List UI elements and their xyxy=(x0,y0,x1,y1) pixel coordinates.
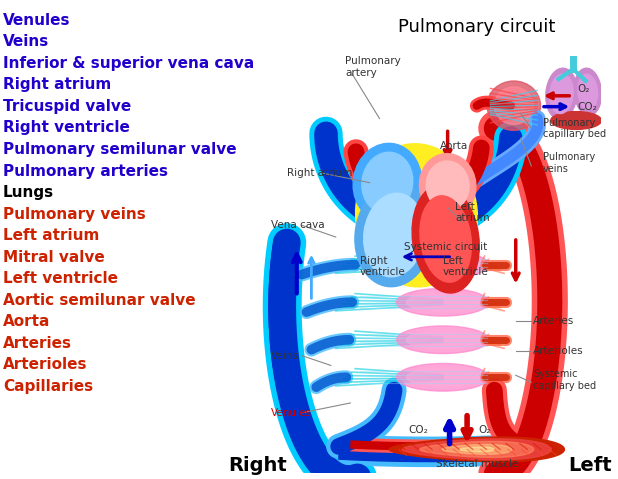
Ellipse shape xyxy=(406,293,479,311)
Text: Veins: Veins xyxy=(271,351,298,361)
Text: Right: Right xyxy=(229,456,287,475)
Text: Right
ventricle: Right ventricle xyxy=(360,256,406,277)
Ellipse shape xyxy=(362,152,413,213)
Text: Aorta: Aorta xyxy=(3,314,50,329)
Ellipse shape xyxy=(397,326,489,354)
Text: Venules: Venules xyxy=(271,408,311,418)
Ellipse shape xyxy=(406,256,479,274)
Text: Pulmonary arteries: Pulmonary arteries xyxy=(3,163,168,179)
Ellipse shape xyxy=(487,81,541,130)
Ellipse shape xyxy=(412,185,480,293)
Text: Left
atrium: Left atrium xyxy=(455,202,490,223)
Text: Pulmonary
capillary bed: Pulmonary capillary bed xyxy=(543,118,606,139)
Text: CO₂: CO₂ xyxy=(577,102,597,112)
Text: Pulmonary
veins: Pulmonary veins xyxy=(543,152,595,174)
Ellipse shape xyxy=(355,183,433,287)
Polygon shape xyxy=(459,447,494,452)
Text: Aorta: Aorta xyxy=(440,141,468,151)
Ellipse shape xyxy=(551,112,601,129)
Text: Aortic semilunar valve: Aortic semilunar valve xyxy=(3,293,195,308)
Text: Right atrium: Right atrium xyxy=(287,168,352,178)
Text: Veins: Veins xyxy=(3,34,49,49)
Text: CO₂: CO₂ xyxy=(408,424,428,434)
Text: Systemic
capillary bed: Systemic capillary bed xyxy=(533,369,596,391)
Polygon shape xyxy=(420,441,534,457)
Polygon shape xyxy=(402,439,551,460)
Ellipse shape xyxy=(578,74,598,110)
Ellipse shape xyxy=(397,364,489,391)
Ellipse shape xyxy=(546,68,577,119)
Text: O₂: O₂ xyxy=(577,84,590,94)
Polygon shape xyxy=(442,445,512,454)
Ellipse shape xyxy=(420,196,472,282)
Text: Pulmonary semilunar valve: Pulmonary semilunar valve xyxy=(3,142,237,157)
Text: Capillaries: Capillaries xyxy=(3,379,93,394)
Ellipse shape xyxy=(406,368,479,386)
Text: Mitral valve: Mitral valve xyxy=(3,250,104,264)
Ellipse shape xyxy=(494,87,533,125)
Text: Systemic circuit: Systemic circuit xyxy=(404,242,487,252)
Text: Pulmonary circuit: Pulmonary circuit xyxy=(398,18,556,36)
Text: Left atrium: Left atrium xyxy=(3,228,99,243)
Text: Right ventricle: Right ventricle xyxy=(3,120,130,136)
Text: Skeletal muscle: Skeletal muscle xyxy=(436,459,518,469)
Text: Vena cava: Vena cava xyxy=(271,220,324,230)
Ellipse shape xyxy=(574,68,601,115)
Text: Arteries: Arteries xyxy=(533,316,575,326)
Text: Left ventricle: Left ventricle xyxy=(3,271,118,286)
Text: O₂: O₂ xyxy=(479,424,491,434)
Text: Inferior & superior vena cava: Inferior & superior vena cava xyxy=(3,56,254,71)
Ellipse shape xyxy=(426,161,469,210)
Ellipse shape xyxy=(420,154,476,218)
Ellipse shape xyxy=(406,331,479,349)
Ellipse shape xyxy=(550,74,574,114)
Text: Arterioles: Arterioles xyxy=(533,346,584,355)
Text: Right atrium: Right atrium xyxy=(3,78,111,92)
Ellipse shape xyxy=(355,144,477,287)
Text: Arteries: Arteries xyxy=(3,336,72,351)
Text: Arterioles: Arterioles xyxy=(3,357,87,372)
Ellipse shape xyxy=(353,143,421,222)
Text: Left
ventricle: Left ventricle xyxy=(442,256,488,277)
Text: Venules: Venules xyxy=(3,13,70,28)
Text: Lungs: Lungs xyxy=(3,185,54,200)
Ellipse shape xyxy=(363,194,425,277)
Text: Pulmonary veins: Pulmonary veins xyxy=(3,206,146,222)
Text: Tricuspid valve: Tricuspid valve xyxy=(3,99,131,114)
Ellipse shape xyxy=(397,251,489,278)
Ellipse shape xyxy=(397,288,489,316)
Text: Pulmonary
artery: Pulmonary artery xyxy=(345,57,401,78)
Polygon shape xyxy=(389,437,564,462)
Text: Left: Left xyxy=(568,456,611,475)
